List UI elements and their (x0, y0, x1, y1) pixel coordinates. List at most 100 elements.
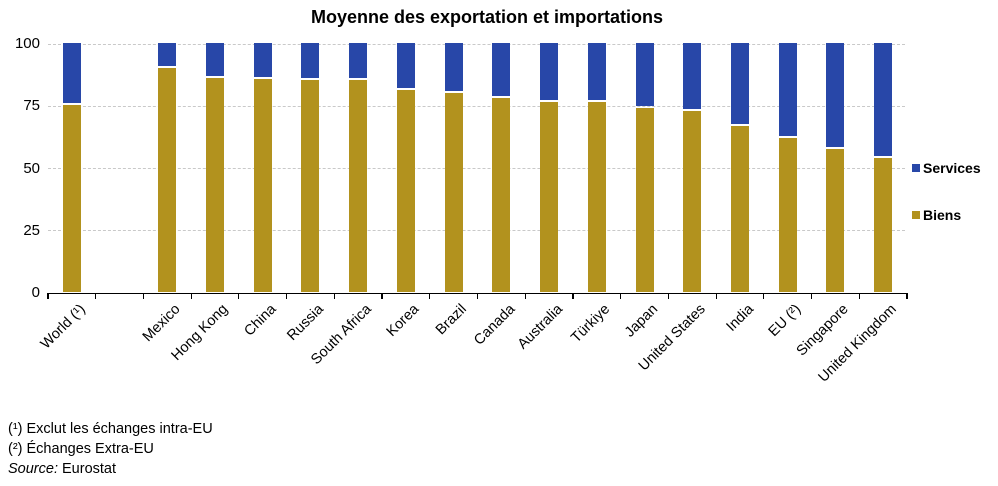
y-axis-label: 100 (14, 35, 40, 52)
x-axis-tick (381, 294, 383, 299)
y-axis-label: 0 (31, 284, 40, 301)
stacked-bar-south-africa (349, 43, 368, 292)
bar-segment-services (492, 43, 511, 96)
bar-segment-biens (206, 77, 225, 292)
x-axis-label: Australia (514, 301, 566, 353)
bar-segment-services (301, 43, 320, 79)
stacked-bar-united-kingdom (874, 43, 893, 292)
stacked-bar-australia (540, 43, 559, 292)
source-value: Eurostat (62, 461, 117, 477)
x-axis-label: EU (²) (765, 301, 805, 340)
bar-segment-services (206, 43, 225, 76)
x-axis-label: World (¹) (37, 301, 89, 353)
x-axis-line (47, 292, 908, 295)
services-swatch-icon (912, 164, 920, 172)
gridline-75 (48, 105, 905, 107)
x-axis-label: Türkiye (568, 301, 614, 347)
bar-segment-services (874, 43, 893, 156)
bar-segment-biens (444, 92, 463, 292)
stacked-bar-china (253, 43, 272, 292)
stacked-bar-india (730, 43, 749, 292)
bar-segment-services (683, 43, 702, 110)
stacked-bar-mexico (158, 43, 177, 292)
bar-segment-services (826, 43, 845, 147)
x-axis-tick (429, 294, 431, 299)
bar-segment-biens (62, 105, 81, 292)
x-axis-label: Russia (284, 301, 328, 344)
bar-segment-services (635, 43, 654, 106)
x-axis-label: Brazil (433, 301, 471, 339)
stacked-bar-world (62, 43, 81, 292)
stacked-bar-korea (396, 43, 415, 292)
x-axis-label: Korea (383, 301, 423, 340)
footnotes: (¹) Exclut les échanges intra-EU (²) Éch… (8, 419, 213, 479)
source-note: Source: Eurostat (8, 459, 213, 479)
x-axis-tick (715, 294, 717, 299)
x-axis-label: India (723, 301, 757, 335)
legend-label-services: Services (923, 160, 981, 176)
gridline-25 (48, 230, 905, 232)
x-axis-tick (906, 294, 908, 299)
stacked-bar-eu (778, 43, 797, 292)
bar-segment-services (587, 43, 606, 100)
stacked-bar-brazil (444, 43, 463, 292)
bar-segment-biens (826, 148, 845, 292)
bar-segment-services (396, 43, 415, 89)
bar-segment-biens (683, 111, 702, 292)
bar-segment-biens (730, 126, 749, 292)
bar-segment-services (62, 43, 81, 104)
x-axis-tick (524, 294, 526, 299)
x-axis-tick (572, 294, 574, 299)
x-axis-tick (142, 294, 145, 299)
bar-segment-biens (158, 67, 177, 292)
stacked-bar-russia (301, 43, 320, 292)
x-axis-tick (47, 294, 49, 299)
bar-segment-biens (396, 90, 415, 292)
bar-segment-services (158, 43, 177, 66)
bar-segment-biens (874, 157, 893, 292)
stacked-bar-hong-kong (206, 43, 225, 292)
stacked-bar-canada (492, 43, 511, 292)
footnote-1: (¹) Exclut les échanges intra-EU (8, 421, 213, 437)
x-axis-tick (333, 294, 335, 299)
bar-segment-biens (301, 80, 320, 292)
x-axis-label: Japan (621, 301, 662, 341)
bar-segment-biens (492, 97, 511, 292)
bar-segment-services (444, 43, 463, 91)
x-axis-tick (620, 294, 622, 299)
x-axis-tick (286, 294, 288, 299)
x-axis-label: Canada (470, 301, 518, 349)
bar-segment-biens (587, 101, 606, 292)
x-axis-tick (667, 294, 669, 299)
bar-segment-services (540, 43, 559, 100)
bar-segment-biens (349, 80, 368, 292)
bar-segment-services (349, 43, 368, 79)
bar-segment-services (253, 43, 272, 78)
bar-segment-services (730, 43, 749, 125)
bar-segment-biens (253, 79, 272, 292)
y-axis-label: 25 (23, 221, 40, 239)
y-axis-label: 75 (23, 97, 40, 115)
bar-segment-biens (635, 107, 654, 292)
source-label: Source: (8, 461, 58, 477)
gridline-100 (48, 43, 905, 45)
plot-area: 0 25 50 75 100 World (¹) Mexico Hong Kong China R… (15, 36, 908, 386)
y-axis-label: 50 (23, 159, 40, 177)
x-axis-label: Mexico (140, 301, 184, 346)
x-axis-tick (95, 294, 97, 299)
x-axis-tick (858, 294, 860, 299)
x-axis-tick (763, 294, 765, 299)
stacked-bar-singapore (826, 43, 845, 292)
gridline-50 (48, 168, 905, 169)
chart-title: Moyenne des exportation et importations (310, 7, 664, 27)
footnote-2: (²) Échanges Extra-EU (8, 441, 154, 457)
x-axis-tick (476, 294, 479, 299)
x-axis-tick (190, 294, 192, 299)
x-axis-label: China (241, 301, 280, 340)
x-axis-tick (810, 294, 813, 299)
bar-segment-biens (540, 101, 559, 292)
legend-label-biens: Biens (923, 207, 962, 223)
x-axis-tick (238, 294, 240, 299)
stacked-bar-united-states (683, 43, 702, 292)
